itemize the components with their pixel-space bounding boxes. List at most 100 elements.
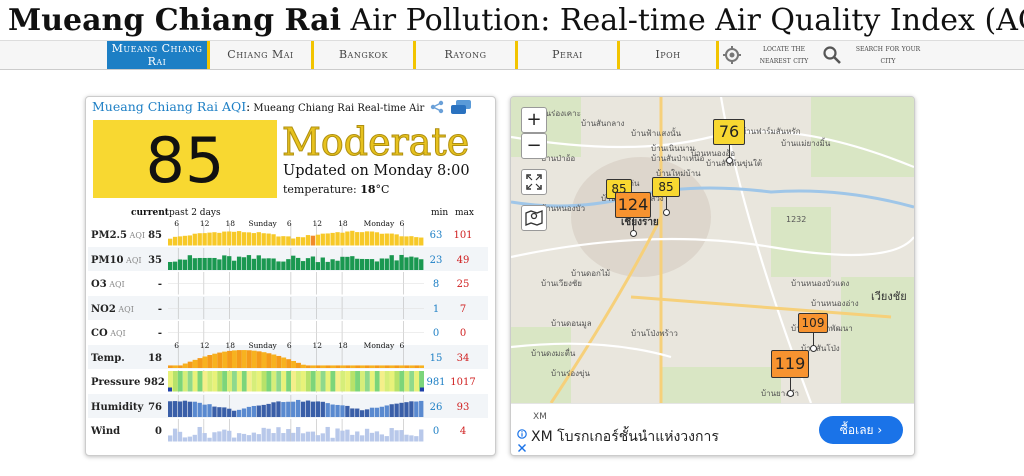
history-graph-wind[interactable]: [168, 419, 424, 442]
map-aqi-marker[interactable]: 124: [615, 192, 651, 218]
tab-chiang-mai[interactable]: Chiang Mai: [210, 41, 314, 69]
history-bar: [271, 234, 276, 246]
history-graph-humidity[interactable]: [168, 394, 424, 418]
history-bar: [222, 406, 227, 417]
row-current-pm25: 85: [148, 230, 162, 241]
share-icon[interactable]: [430, 100, 444, 114]
history-bar: [394, 259, 399, 270]
row-min-humidity: 26: [429, 401, 443, 413]
fullscreen-button[interactable]: [521, 169, 547, 195]
history-bar: [369, 231, 375, 246]
history-bar: [330, 437, 335, 442]
history-bar: [227, 231, 232, 246]
locate-nearest-city-link[interactable]: locate the nearest city: [759, 44, 809, 65]
history-bar: [345, 364, 351, 368]
map-place-label: บ้านแม่ยางมิ้น: [781, 139, 831, 148]
marker-pin: [633, 218, 634, 232]
row-label-humidity: Humidity: [91, 402, 143, 413]
history-graph-co[interactable]: [168, 321, 424, 344]
history-bar: [232, 437, 237, 442]
tab-rayong[interactable]: Rayong: [416, 41, 518, 69]
marker-dot: [787, 390, 794, 397]
zoom-out-button[interactable]: −: [521, 133, 547, 159]
history-graph-temp[interactable]: [168, 345, 424, 369]
hour-label: 18: [338, 219, 348, 228]
row-label-co: CO AQI: [91, 328, 126, 339]
history-bar: [217, 406, 222, 417]
row-max-pm25: 101: [453, 230, 473, 241]
map-place-label: บ้านฟ้าแสงนั้น: [631, 129, 682, 138]
tab-mueang-chiang-rai[interactable]: Mueang Chiang Rai: [107, 41, 210, 69]
tab-bangkok[interactable]: Bangkok: [314, 41, 416, 69]
history-bar: [394, 234, 399, 246]
history-bar: [172, 428, 178, 442]
ad-close-icon[interactable]: [517, 443, 527, 453]
history-bar: [399, 402, 404, 417]
history-graph-no2[interactable]: [168, 296, 424, 320]
history-bar: [187, 235, 193, 246]
history-bar: [310, 431, 316, 442]
history-bar: [315, 364, 321, 368]
ad-cta-button[interactable]: ซื้อเลย ›: [819, 416, 903, 444]
page-title-city: Mueang Chiang Rai: [8, 3, 341, 38]
history-bar: [404, 434, 409, 442]
history-bar: [251, 371, 257, 392]
ad-banner[interactable]: XM XM โบรกเกอร์ชั้นนำแห่งวงการ ซื้อเลย ›: [511, 403, 914, 455]
history-bar: [414, 364, 420, 368]
history-graph-o3[interactable]: [168, 272, 424, 295]
aqi-title-link[interactable]: Mueang Chiang Rai AQI: [92, 99, 247, 114]
crosshair-icon[interactable]: [722, 45, 742, 65]
history-bar: [340, 256, 345, 270]
history-bar: [419, 429, 424, 442]
history-bar: [296, 371, 301, 392]
marker-dot: [663, 209, 670, 216]
map-place-label: บ้านใหม่บ้าน: [656, 169, 701, 178]
history-bar: [335, 364, 341, 368]
widget-icon[interactable]: [450, 99, 472, 115]
history-bar: [355, 371, 360, 392]
history-bar: [335, 232, 340, 246]
history-bar: [266, 257, 271, 270]
row-min-pm25: 63: [429, 230, 443, 241]
map-aqi-marker[interactable]: 76: [713, 119, 745, 145]
history-bar: [296, 399, 301, 417]
map-aqi-marker[interactable]: 85: [652, 177, 680, 197]
ad-info-icon[interactable]: [517, 429, 527, 439]
history-bar: [305, 371, 311, 392]
search-city-link[interactable]: search for your city: [855, 44, 921, 65]
zoom-in-button[interactable]: +: [521, 107, 547, 133]
tab-ipoh[interactable]: Ipoh: [620, 41, 719, 69]
ad-title[interactable]: XM โบรกเกอร์ชั้นนำแห่งวงการ: [531, 429, 719, 445]
history-bar: [182, 437, 188, 442]
history-bar: [177, 400, 183, 417]
history-bar: [182, 400, 188, 417]
history-bar: [315, 261, 321, 270]
history-bar: [414, 237, 419, 246]
history-bar: [192, 401, 197, 417]
map-layers-button[interactable]: [521, 205, 547, 231]
history-graph-pm10[interactable]: [168, 247, 424, 271]
map-aqi-marker[interactable]: 119: [771, 350, 809, 378]
map-aqi-marker[interactable]: 109: [798, 313, 828, 333]
history-bar: [360, 364, 365, 368]
history-graph-pressure[interactable]: [168, 370, 424, 393]
history-bar: [261, 371, 267, 392]
map-tiles[interactable]: [511, 97, 914, 403]
row-name: NO2: [91, 303, 116, 315]
history-bar: [251, 432, 257, 442]
history-graph-pm25[interactable]: [168, 223, 424, 246]
hour-label: 18: [225, 219, 235, 228]
history-bar: [364, 258, 370, 270]
history-bar: [404, 401, 409, 417]
history-bar: [315, 371, 321, 392]
map-place-label: บ้านดงมะตื่น: [531, 349, 576, 358]
history-bar: [384, 404, 389, 417]
history-bar: [271, 257, 276, 270]
city-map[interactable]: บ้านร่องเคาะ บ้านสันกลาง บ้านป่าอ้อ บ้านฟ้า…: [510, 96, 915, 456]
search-icon[interactable]: [822, 45, 842, 65]
tab-perai[interactable]: Perai: [518, 41, 620, 69]
history-bar: [399, 364, 405, 368]
chevron-right-icon: ›: [877, 423, 883, 437]
history-bar: [232, 231, 237, 246]
history-bar: [271, 401, 276, 417]
